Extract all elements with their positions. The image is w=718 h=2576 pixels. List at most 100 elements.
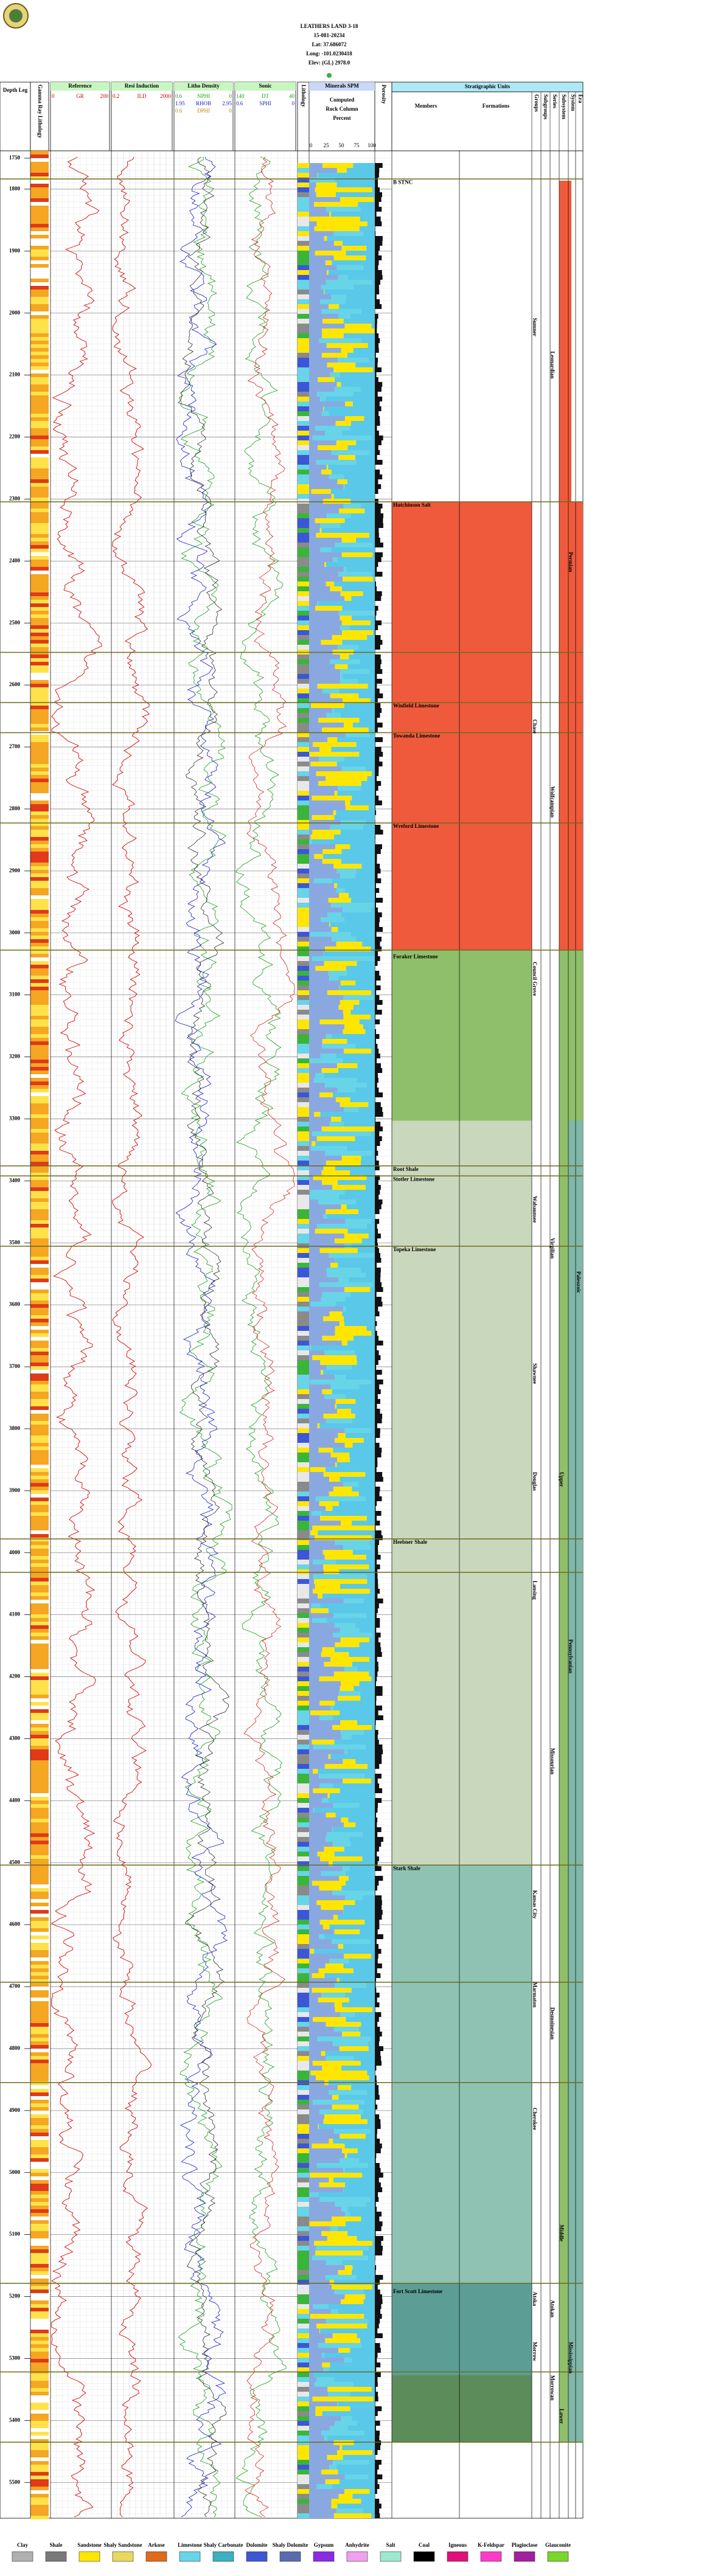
porosity-cell (375, 708, 382, 713)
porosity-cell (375, 401, 380, 406)
lith-cell (298, 494, 309, 499)
porosity-cell (375, 1146, 377, 1151)
porosity-cell (375, 1258, 382, 1263)
mineral-cell (309, 1691, 340, 1696)
mineral-cell (372, 543, 375, 547)
lith-cell (298, 2173, 309, 2178)
mineral-cell (309, 2421, 335, 2426)
porosity-cell (375, 2275, 383, 2280)
mineral-cell (338, 1944, 344, 1949)
porosity-cell (375, 2377, 378, 2382)
mineral-cell (338, 1433, 346, 1438)
gamma-cell (30, 1994, 49, 1998)
gamma-cell (30, 735, 49, 738)
gamma-cell (30, 1366, 49, 1370)
lith-cell (298, 1852, 309, 1856)
porosity-cell (375, 1929, 378, 1934)
mineral-cell (309, 1662, 324, 1667)
mineral-cell (309, 2251, 316, 2255)
lith-cell (298, 2309, 309, 2314)
depth-label: 4500 (9, 1859, 21, 1865)
mineral-cell (357, 961, 375, 966)
gamma-cell (30, 304, 49, 308)
gamma-cell (30, 2315, 49, 2319)
mineral-cell (344, 1443, 353, 1448)
porosity-cell (375, 1467, 377, 1472)
lith-cell (298, 367, 309, 372)
lith-cell (298, 2275, 309, 2280)
group-label: Sumner (532, 318, 538, 337)
mineral-cell (340, 674, 343, 679)
mineral-cell (361, 864, 375, 869)
mineral-cell (309, 1783, 320, 1788)
mineral-cell (374, 611, 375, 616)
lith-cell (298, 552, 309, 557)
lith-cell (298, 474, 309, 479)
gamma-cell (30, 1293, 49, 1297)
gamma-cell (30, 1165, 49, 1169)
mineral-cell (321, 2431, 364, 2435)
lith-cell (298, 2406, 309, 2411)
mineral-cell (355, 460, 375, 465)
mineral-cell (309, 1628, 341, 1633)
lith-cell (298, 703, 309, 708)
mineral-cell (315, 518, 345, 523)
mineral-cell (322, 328, 375, 333)
mineral-cell (315, 1073, 324, 1078)
gamma-cell (30, 231, 49, 235)
lith-cell (298, 835, 309, 839)
mineral-cell (359, 1019, 375, 1024)
gamma-cell (30, 2450, 49, 2454)
lith-cell (298, 260, 309, 265)
mineral-cell (321, 1871, 346, 1876)
mineral-cell (309, 1409, 338, 1414)
mineral-cell (365, 1272, 375, 1277)
mineral-cell (370, 1939, 375, 1944)
mineral-cell (309, 1895, 346, 1900)
mineral-cell (347, 664, 375, 669)
porosity-cell (375, 1068, 383, 1073)
gamma-cell (30, 764, 49, 768)
mineral-cell (343, 319, 375, 324)
lith-cell (298, 1764, 309, 1769)
porosity-cell (375, 1628, 377, 1633)
lith-cell (298, 528, 309, 533)
gamma-cell (30, 1290, 49, 1293)
porosity-cell (375, 1574, 378, 1579)
lith-cell (298, 387, 309, 392)
mineral-cell (309, 1355, 313, 1360)
porosity-cell (375, 275, 383, 280)
lith-cell (298, 2134, 309, 2139)
system-label: Mississippian (568, 2342, 574, 2373)
mineral-cell (349, 654, 375, 659)
gamma-cell (30, 2180, 49, 2184)
mineral-cell (309, 601, 318, 606)
mineral-cell (309, 1803, 333, 1808)
gamma-cell (30, 2406, 49, 2410)
gamma-cell (30, 1618, 49, 1622)
lith-cell (298, 1652, 309, 1657)
mineral-cell (309, 752, 360, 757)
mineral-cell (318, 2192, 375, 2197)
lith-cell (298, 1477, 309, 1482)
mineral-cell (363, 1599, 375, 1603)
lith-cell (298, 1672, 309, 1676)
mineral-cell (341, 859, 375, 864)
gamma-cell (30, 811, 49, 815)
porosity-cell (375, 2241, 382, 2246)
gamma-cell (30, 1063, 49, 1067)
mineral-cell (372, 2241, 375, 2246)
mineral-cell (309, 903, 332, 908)
mineral-cell (330, 1384, 360, 1389)
mineral-cell (338, 976, 375, 981)
mineral-cell (367, 221, 375, 226)
gamma-cell (30, 373, 49, 377)
lith-cell (298, 2324, 309, 2328)
gamma-cell (30, 242, 49, 246)
mineral-cell (371, 572, 375, 577)
mineral-cell (328, 465, 375, 470)
gamma-cell (30, 841, 49, 844)
porosity-cell (375, 606, 378, 611)
mineral-cell (340, 1710, 375, 1715)
gamma-cell (30, 950, 49, 954)
